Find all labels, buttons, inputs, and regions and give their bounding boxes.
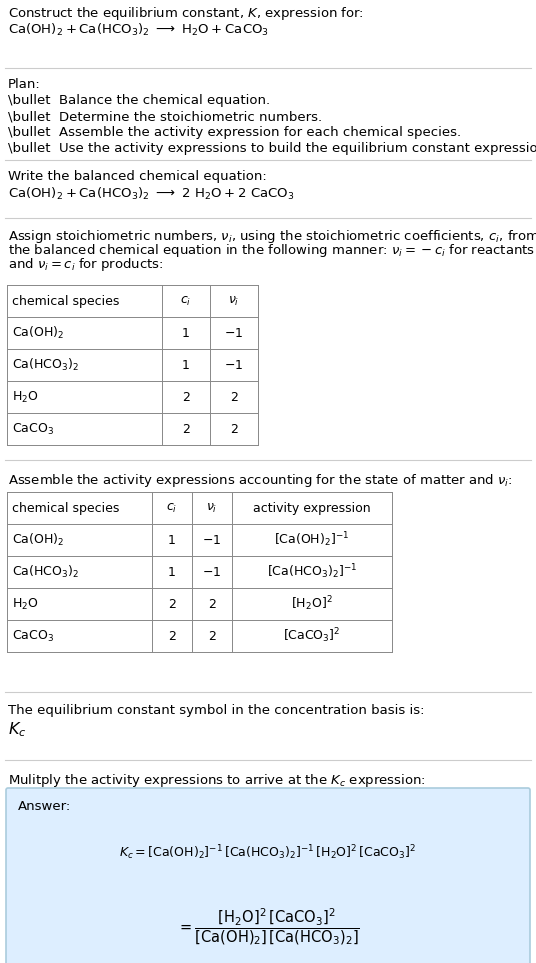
Text: $\mathrm{H_2O}$: $\mathrm{H_2O}$ xyxy=(12,596,39,612)
Text: $\mathrm{Ca(OH)_2 + Ca(HCO_3)_2 \ \longrightarrow \ 2\ H_2O + 2\ CaCO_3}$: $\mathrm{Ca(OH)_2 + Ca(HCO_3)_2 \ \longr… xyxy=(8,186,294,202)
Text: and $\nu_i = c_i$ for products:: and $\nu_i = c_i$ for products: xyxy=(8,256,163,273)
Text: 2: 2 xyxy=(182,423,190,435)
Text: \bullet  Balance the chemical equation.: \bullet Balance the chemical equation. xyxy=(8,94,270,107)
Text: $[\mathrm{Ca(OH)_2}]^{-1}$: $[\mathrm{Ca(OH)_2}]^{-1}$ xyxy=(274,531,349,549)
Text: $\nu_i$: $\nu_i$ xyxy=(206,502,218,514)
Text: $[\mathrm{CaCO_3}]^{2}$: $[\mathrm{CaCO_3}]^{2}$ xyxy=(283,627,341,645)
Text: Answer:: Answer: xyxy=(18,800,71,813)
Text: Plan:: Plan: xyxy=(8,78,41,91)
Text: \bullet  Assemble the activity expression for each chemical species.: \bullet Assemble the activity expression… xyxy=(8,126,461,139)
Text: $\mathrm{CaCO_3}$: $\mathrm{CaCO_3}$ xyxy=(12,422,54,436)
Text: $\mathrm{CaCO_3}$: $\mathrm{CaCO_3}$ xyxy=(12,629,54,643)
Text: activity expression: activity expression xyxy=(253,502,371,514)
Text: $\mathrm{Ca(OH)_2 + Ca(HCO_3)_2 \ \longrightarrow \ H_2O + CaCO_3}$: $\mathrm{Ca(OH)_2 + Ca(HCO_3)_2 \ \longr… xyxy=(8,22,269,39)
Text: 1: 1 xyxy=(182,358,190,372)
Text: $\mathrm{H_2O}$: $\mathrm{H_2O}$ xyxy=(12,389,39,404)
Text: Construct the equilibrium constant, $K$, expression for:: Construct the equilibrium constant, $K$,… xyxy=(8,5,364,22)
Text: $-1$: $-1$ xyxy=(225,326,243,340)
Text: $\mathrm{Ca(HCO_3)_2}$: $\mathrm{Ca(HCO_3)_2}$ xyxy=(12,564,79,580)
Text: 1: 1 xyxy=(168,534,176,546)
Text: $c_i$: $c_i$ xyxy=(166,502,177,514)
FancyBboxPatch shape xyxy=(6,788,530,963)
Text: 2: 2 xyxy=(168,630,176,642)
Text: The equilibrium constant symbol in the concentration basis is:: The equilibrium constant symbol in the c… xyxy=(8,704,425,717)
Text: 2: 2 xyxy=(182,391,190,403)
Text: $-1$: $-1$ xyxy=(203,565,221,579)
Text: $K_c = [\mathrm{Ca(OH)_2}]^{-1}\, [\mathrm{Ca(HCO_3)_2}]^{-1}\, [\mathrm{H_2O}]^: $K_c = [\mathrm{Ca(OH)_2}]^{-1}\, [\math… xyxy=(120,843,416,862)
Text: $-1$: $-1$ xyxy=(203,534,221,546)
Text: $\mathrm{Ca(HCO_3)_2}$: $\mathrm{Ca(HCO_3)_2}$ xyxy=(12,357,79,373)
Text: Write the balanced chemical equation:: Write the balanced chemical equation: xyxy=(8,170,267,183)
Text: 2: 2 xyxy=(208,597,216,611)
Text: $[\mathrm{Ca(HCO_3)_2}]^{-1}$: $[\mathrm{Ca(HCO_3)_2}]^{-1}$ xyxy=(267,562,357,582)
Text: the balanced chemical equation in the following manner: $\nu_i = -c_i$ for react: the balanced chemical equation in the fo… xyxy=(8,242,535,259)
Text: $= \dfrac{[\mathrm{H_2O}]^2\, [\mathrm{CaCO_3}]^2}{[\mathrm{Ca(OH)_2}]\, [\mathr: $= \dfrac{[\mathrm{H_2O}]^2\, [\mathrm{C… xyxy=(176,906,360,947)
Text: $c_i$: $c_i$ xyxy=(181,295,192,307)
Text: chemical species: chemical species xyxy=(12,502,120,514)
Text: $\nu_i$: $\nu_i$ xyxy=(228,295,240,307)
Text: $\mathrm{Ca(OH)_2}$: $\mathrm{Ca(OH)_2}$ xyxy=(12,532,64,548)
Text: $-1$: $-1$ xyxy=(225,358,243,372)
Text: 2: 2 xyxy=(208,630,216,642)
Text: 2: 2 xyxy=(168,597,176,611)
Text: $K_c$: $K_c$ xyxy=(8,720,26,739)
Text: \bullet  Determine the stoichiometric numbers.: \bullet Determine the stoichiometric num… xyxy=(8,110,322,123)
Text: 1: 1 xyxy=(168,565,176,579)
Text: Mulitply the activity expressions to arrive at the $K_c$ expression:: Mulitply the activity expressions to arr… xyxy=(8,772,426,789)
Text: Assemble the activity expressions accounting for the state of matter and $\nu_i$: Assemble the activity expressions accoun… xyxy=(8,472,513,489)
Text: chemical species: chemical species xyxy=(12,295,120,307)
Text: 2: 2 xyxy=(230,391,238,403)
Text: $[\mathrm{H_2O}]^{2}$: $[\mathrm{H_2O}]^{2}$ xyxy=(291,594,333,613)
Text: 2: 2 xyxy=(230,423,238,435)
Text: Assign stoichiometric numbers, $\nu_i$, using the stoichiometric coefficients, $: Assign stoichiometric numbers, $\nu_i$, … xyxy=(8,228,536,245)
Text: 1: 1 xyxy=(182,326,190,340)
Text: $\mathrm{Ca(OH)_2}$: $\mathrm{Ca(OH)_2}$ xyxy=(12,325,64,341)
Text: \bullet  Use the activity expressions to build the equilibrium constant expressi: \bullet Use the activity expressions to … xyxy=(8,142,536,155)
